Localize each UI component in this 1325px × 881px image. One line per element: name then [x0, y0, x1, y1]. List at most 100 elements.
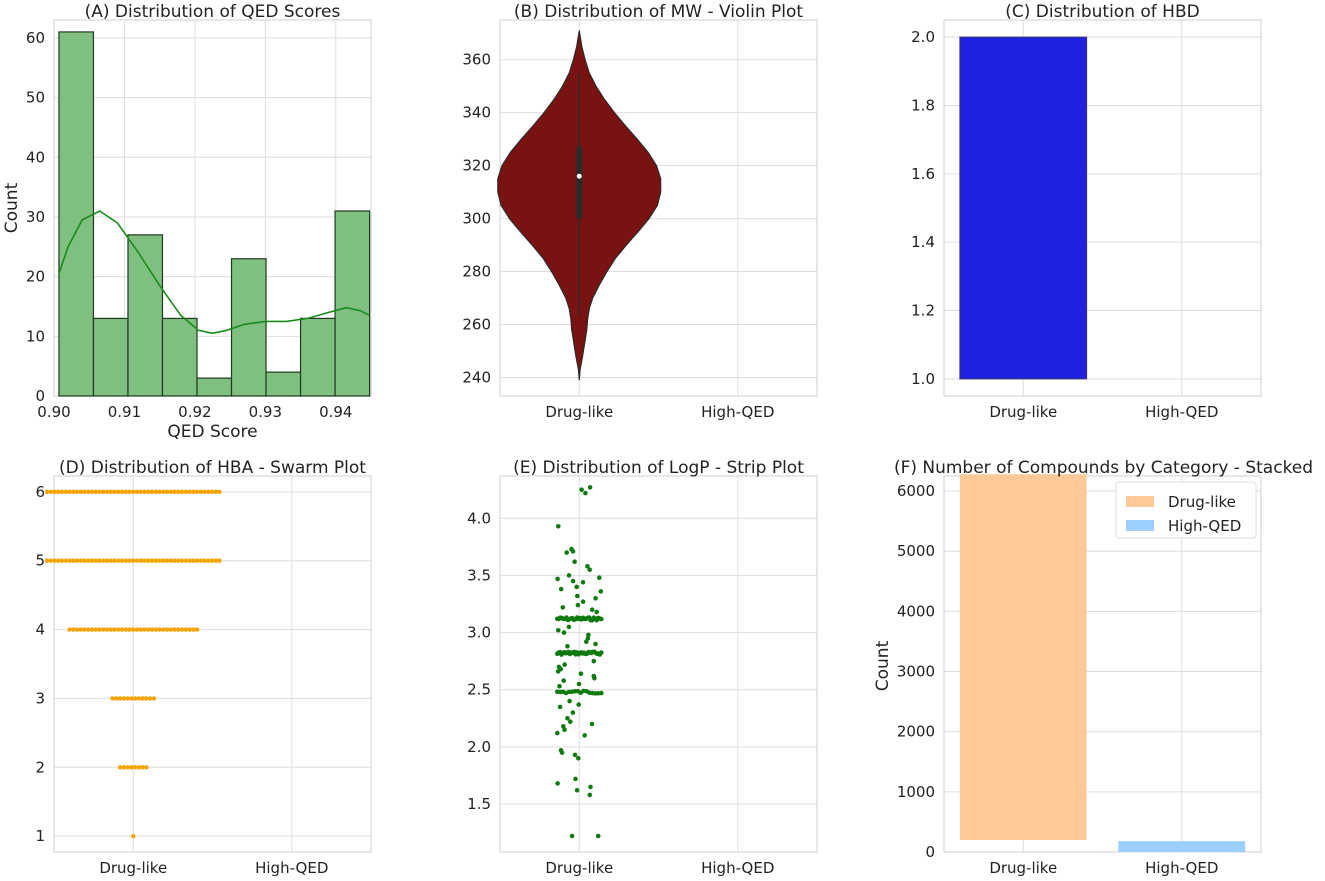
swarm-point: [176, 558, 181, 563]
swarm-point: [114, 696, 119, 701]
swarm-point: [59, 489, 65, 495]
swarm-point: [209, 558, 215, 563]
swarm-point: [194, 489, 200, 495]
swarm-point: [157, 489, 162, 495]
y-tick-label: 2000: [897, 723, 935, 741]
strip-point: [587, 567, 592, 572]
y-tick-label: 1000: [897, 783, 935, 801]
strip-point: [584, 639, 589, 644]
strip-point: [580, 580, 586, 585]
y-tick-label: 60: [26, 29, 45, 47]
swarm-point: [123, 627, 128, 632]
histogram-bar: [161, 317, 198, 397]
swarm-point: [146, 489, 151, 495]
swarm-point: [101, 627, 106, 632]
swarm-point: [104, 627, 110, 632]
x-tick-label: 0.94: [319, 403, 352, 421]
strip-point: [555, 730, 560, 736]
histogram-bar: [299, 317, 336, 397]
plot-frame: [943, 475, 1262, 853]
y-tick-label: 5000: [897, 542, 935, 560]
swarm-point: [202, 489, 207, 495]
y-tick-label: 340: [462, 104, 491, 122]
swarm-point: [108, 627, 114, 632]
stacked-bar-high-qed: [1118, 841, 1246, 852]
strip-point: [568, 719, 573, 724]
swarm-point: [127, 627, 132, 632]
swarm-point: [129, 696, 134, 701]
x-tick-label: Drug-like: [545, 859, 613, 877]
strip-point: [570, 578, 576, 584]
plot-frame: [499, 475, 818, 853]
swarm-point: [71, 558, 76, 563]
strip-point: [589, 607, 595, 612]
swarm-point: [104, 558, 110, 563]
y-tick-label: 240: [462, 368, 491, 386]
y-tick-label: 40: [26, 148, 45, 166]
strip-point: [570, 710, 576, 715]
swarm-point: [213, 489, 218, 495]
swarm-point: [138, 558, 143, 563]
swarm-point: [191, 489, 196, 495]
strip-point: [572, 559, 577, 564]
swarm-point: [202, 558, 207, 563]
swarm-point: [179, 558, 185, 563]
strip-point: [573, 776, 578, 782]
histogram-bar: [196, 377, 233, 397]
y-tick-label: 3000: [897, 663, 935, 681]
histogram-bar: [265, 371, 302, 397]
y-tick-label: 30: [26, 208, 45, 226]
swarm-point: [149, 558, 155, 563]
swarm-point: [63, 558, 68, 563]
swarm-point: [74, 558, 80, 563]
strip-point: [555, 781, 560, 786]
swarm-point: [194, 558, 200, 563]
swarm-point: [198, 489, 203, 495]
histogram-bar: [92, 317, 129, 397]
strip-point: [599, 690, 604, 696]
strip-point: [575, 593, 580, 599]
strip-point: [599, 650, 604, 655]
swarm-point: [176, 489, 181, 495]
x-tick-label: Drug-like: [989, 859, 1057, 877]
swarm-point: [93, 489, 99, 495]
strip-point: [593, 641, 598, 647]
strip-point: [585, 564, 590, 569]
swarm-point: [161, 558, 166, 563]
legend: Drug-like High-QED: [1115, 481, 1257, 539]
plot-frame: [943, 19, 1262, 397]
strip-point: [579, 487, 584, 493]
x-tick-label: 0.92: [178, 403, 211, 421]
swarm-point: [183, 558, 188, 563]
x-tick-label: Drug-like: [545, 403, 613, 421]
strip-point: [578, 671, 584, 676]
swarm-point: [44, 558, 50, 563]
swarm-point: [179, 627, 185, 632]
swarm-point: [125, 765, 130, 770]
swarm-point: [134, 558, 140, 563]
y-tick-label: 2.0: [467, 738, 491, 756]
swarm-point: [134, 489, 140, 495]
swarm-point: [168, 558, 173, 563]
swarm-point: [142, 489, 147, 495]
swarm-point: [123, 489, 128, 495]
strip-point: [569, 833, 575, 839]
y-tick-label: 360: [462, 51, 491, 69]
strip-point: [576, 702, 581, 707]
y-tick-label: 1: [35, 827, 45, 845]
swarm-point: [129, 765, 134, 770]
y-tick-label: 260: [462, 316, 491, 334]
y-tick-label: 50: [26, 89, 45, 107]
swarm-point: [191, 558, 196, 563]
swarm-point: [206, 489, 211, 495]
swarm-point: [119, 627, 125, 632]
y-tick-label: 4.0: [467, 509, 491, 527]
swarm-point: [67, 489, 72, 495]
swarm-point: [136, 765, 142, 770]
y-tick-label: 6000: [897, 482, 935, 500]
plot-frame: [53, 475, 372, 853]
swarm-point: [153, 558, 158, 563]
swarm-point: [52, 489, 57, 495]
swarm-point: [78, 627, 84, 632]
swarm-point: [131, 627, 136, 632]
